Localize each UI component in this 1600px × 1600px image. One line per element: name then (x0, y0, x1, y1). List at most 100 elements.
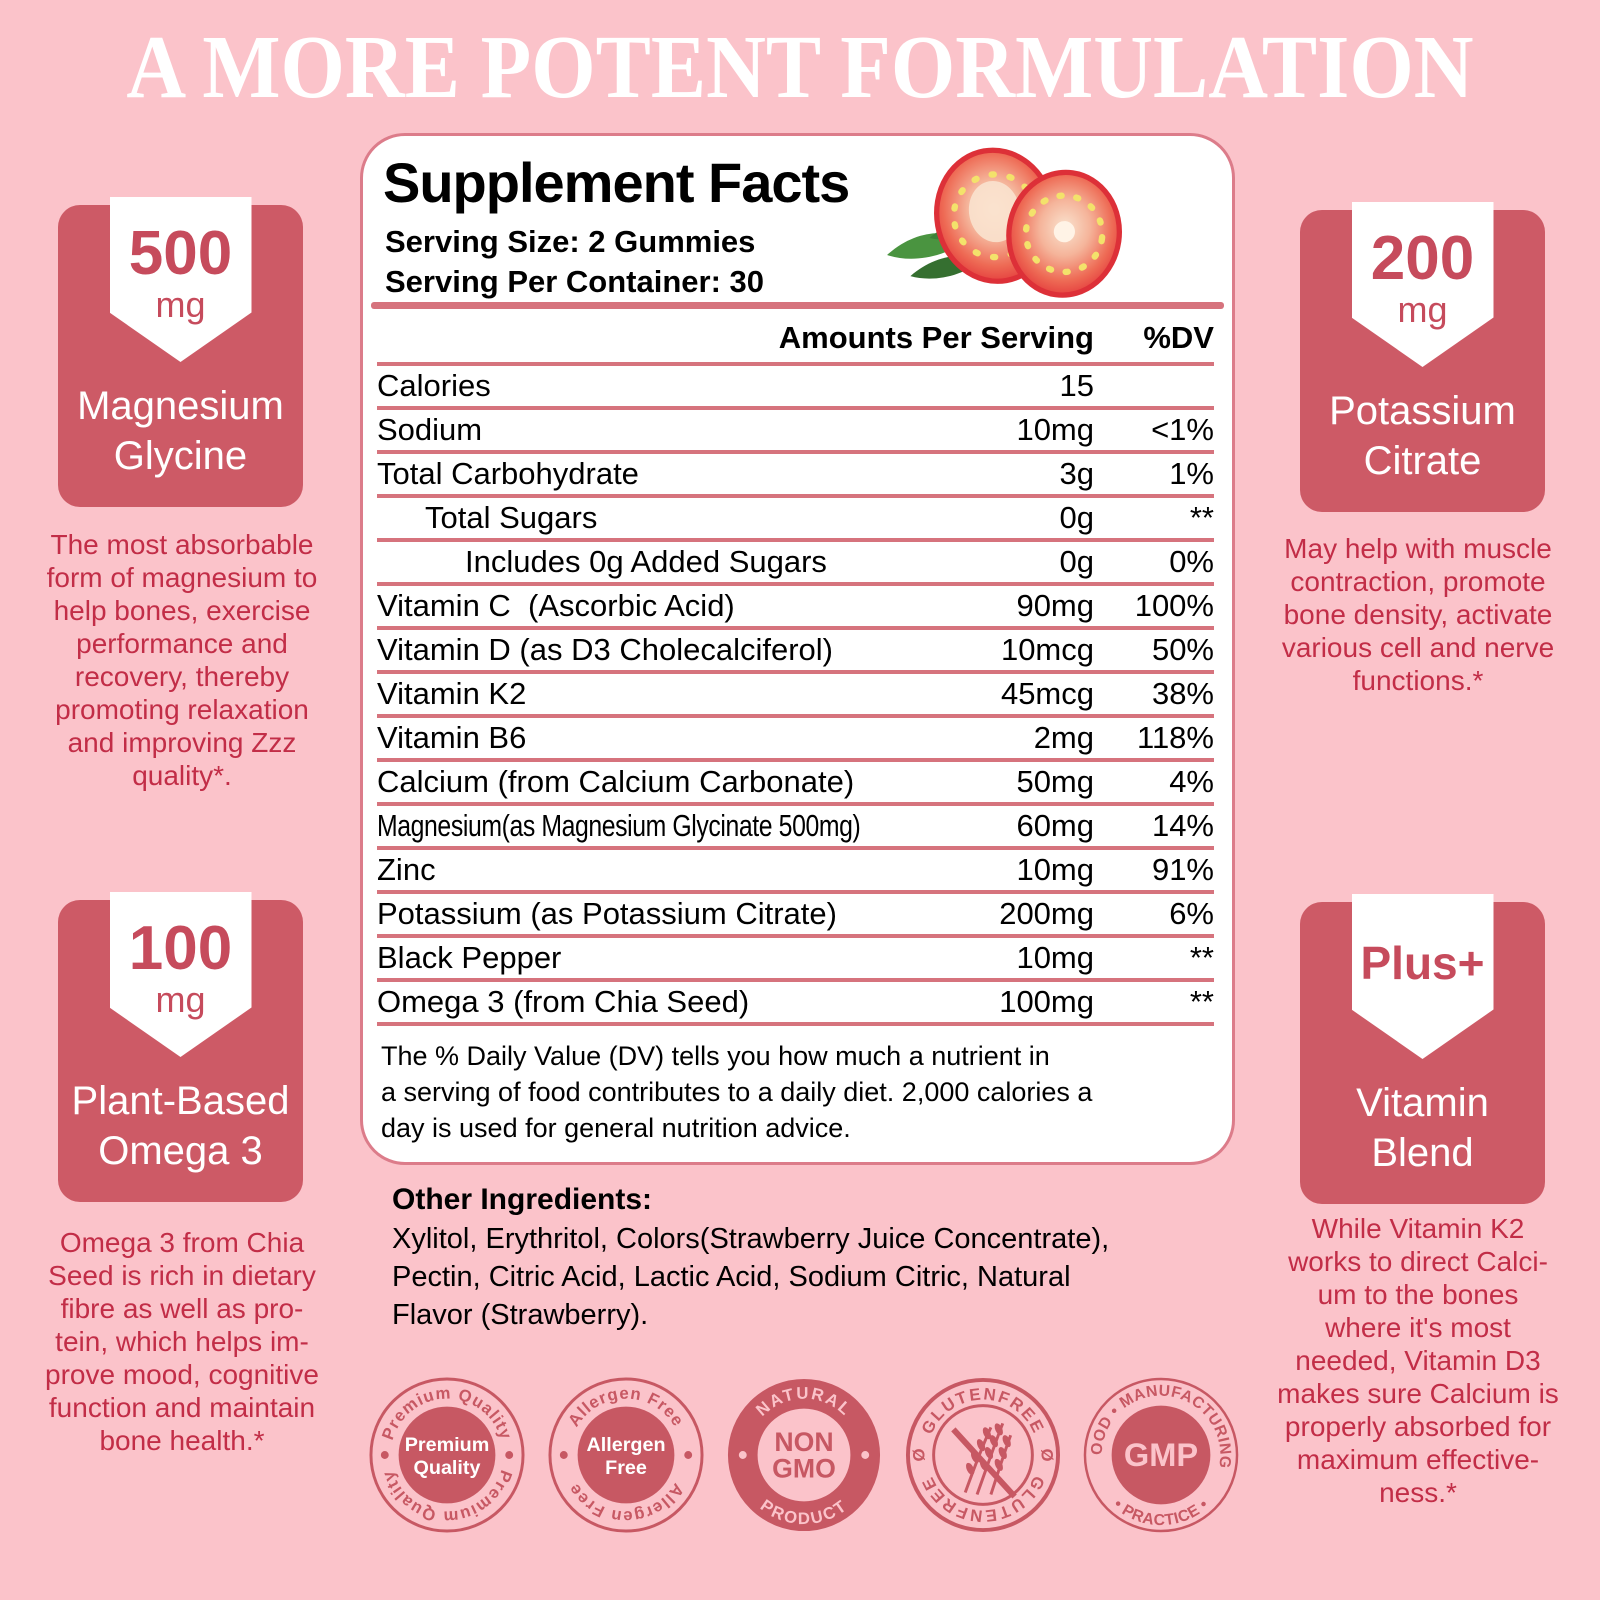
badge-gluten-free: GLUTENFREE GLUTENFREE Ø Ø (904, 1376, 1062, 1534)
facts-table: Calories 15 Sodium 10mg <1% Total Carbohydrat… (377, 362, 1214, 1026)
page-title: A MORE POTENT FORMULATION (126, 18, 1474, 117)
facts-row: Omega 3 (from Chia Seed) 100mg ** (377, 978, 1214, 1026)
serving-size: Serving Size: 2 Gummies (385, 224, 756, 259)
card-title: Plant-Based Omega 3 (71, 1079, 290, 1173)
nutrient-amount: 2mg (1033, 720, 1094, 755)
nutrient-amount: 60mg (1016, 808, 1094, 843)
nutrient-amount: 0g (1059, 500, 1094, 535)
nutrient-dv: 14% (1151, 808, 1214, 843)
nutrient-label: Sodium (377, 412, 483, 447)
svg-text:GMP: GMP (1124, 1437, 1198, 1473)
svg-text:GMO: GMO (772, 1454, 836, 1484)
pennant-ribbon: 200 mg (1351, 202, 1494, 367)
nutrient-dv: ** (1189, 500, 1214, 535)
nutrient-amount: 10mg (1016, 852, 1094, 887)
nutrient-label: Total Sugars (425, 500, 598, 535)
facts-row: Black Pepper 10mg ** (377, 934, 1214, 978)
nutrient-label: Omega 3 (from Chia Seed) (377, 984, 750, 1019)
facts-row: Vitamin D (as D3 Cholecalciferol) 10mcg 50… (377, 626, 1214, 670)
nutrient-amount: 10mcg (1000, 632, 1094, 667)
pennant-ribbon: 500 mg (109, 197, 252, 362)
facts-row: Vitamin C (Ascorbic Acid) 90mg 100% (377, 582, 1214, 626)
facts-row: Potassium (as Potassium Citrate) 200mg 6% (377, 890, 1214, 934)
header-divider (371, 302, 1224, 309)
nutrient-dv: 100% (1134, 588, 1214, 623)
card-title: Magnesium Glycine (77, 384, 284, 478)
dv-footnote: The % Daily Value (DV) tells you how muc… (381, 1041, 1093, 1143)
nutrient-label: Zinc (377, 852, 436, 887)
facts-row: Vitamin B6 2mg 118% (377, 714, 1214, 758)
card-magnesium-glycine: 500 mg Magnesium Glycine (58, 197, 303, 507)
nutrient-label: Vitamin B6 (377, 720, 527, 755)
facts-row: Vitamin K2 45mcg 38% (377, 670, 1214, 714)
serving-per-container: Serving Per Container: 30 (385, 264, 765, 299)
facts-row: Total Carbohydrate 3g 1% (377, 450, 1214, 494)
table-header: Amounts Per Serving %DV (377, 314, 1214, 362)
card-title: Potassium Citrate (1329, 389, 1516, 483)
facts-row: Sodium 10mg <1% (377, 406, 1214, 450)
facts-row: Calcium (from Calcium Carbonate) 50mg 4% (377, 758, 1214, 802)
other-ingredients: Other Ingredients: Xylitol, Erythritol, … (392, 1180, 1109, 1334)
svg-text:Allergen: Allergen (586, 1434, 665, 1456)
facts-row: Total Sugars 0g ** (377, 494, 1214, 538)
svg-text:Ø: Ø (1037, 1448, 1056, 1461)
nutrient-label: Potassium (as Potassium Citrate) (377, 896, 837, 931)
nutrient-amount: 200mg (999, 896, 1094, 931)
facts-row: Zinc 10mg 91% (377, 846, 1214, 890)
badge-non-gmo: NATURAL PRODUCT NON GMO (725, 1376, 883, 1534)
dosage-value: 200 (1370, 224, 1475, 293)
strawberry-image (887, 147, 1123, 298)
nutrient-dv: <1% (1151, 412, 1214, 447)
svg-text:Premium: Premium (405, 1434, 490, 1456)
nutrient-amount: 3g (1059, 456, 1094, 491)
card-plant-based-omega3: 100 mg Plant-Based Omega 3 (58, 892, 303, 1202)
badge-premium-quality: Premium Quality Premium Quality Premium Qua… (368, 1376, 526, 1534)
nutrient-amount: 15 (1059, 368, 1094, 403)
nutrient-dv: 118% (1137, 720, 1214, 755)
badge-gmp: GOOD • MANUFACTURING• PRACTICE •GMP (1076, 1363, 1240, 1534)
card-vitamin-blend: Plus+ Vitamin Blend (1300, 894, 1545, 1204)
nutrient-label: Magnesium(as Magnesium Glycinate 500mg) (377, 808, 861, 843)
svg-text:NON: NON (774, 1427, 833, 1457)
nutrient-amount: 50mg (1016, 764, 1094, 799)
nutrient-amount: 10mg (1016, 412, 1094, 447)
card-potassium-citrate: 200 mg Potassium Citrate (1300, 202, 1545, 512)
nutrient-dv: 4% (1169, 764, 1214, 799)
nutrient-label: Calcium (from Calcium Carbonate) (377, 764, 855, 799)
strawberry-slice-front (1006, 169, 1123, 298)
nutrient-dv: 6% (1169, 896, 1214, 931)
nutrient-dv: 1% (1169, 456, 1214, 491)
svg-text:Quality: Quality (414, 1457, 481, 1479)
nutrient-amount: 100mg (999, 984, 1094, 1019)
card-title: Vitamin Blend (1356, 1081, 1489, 1175)
dosage-unit: mg (155, 979, 206, 1020)
svg-text:Ø: Ø (909, 1448, 928, 1461)
nutrient-label: Total Carbohydrate (377, 456, 639, 491)
dosage-value: 100 (128, 914, 233, 983)
other-ingredients-list: Xylitol, Erythritol, Colors(Strawberry J… (392, 1223, 1110, 1331)
nutrient-label: Vitamin D (as D3 Cholecalciferol) (377, 632, 833, 667)
nutrient-dv: ** (1189, 940, 1214, 975)
facts-row: Magnesium(as Magnesium Glycinate 500mg) 6… (377, 802, 1214, 846)
other-ingredients-heading: Other Ingredients: (392, 1183, 653, 1216)
pennant-ribbon: 100 mg (109, 892, 252, 1057)
dosage-value: 500 (128, 219, 233, 288)
pennant-ribbon: Plus+ (1351, 894, 1494, 1059)
nutrient-label: Vitamin C (Ascorbic Acid) (377, 588, 735, 623)
nutrient-amount: 0g (1059, 544, 1094, 579)
magnesium-description: The most absorbable form of magnesium to h… (46, 529, 318, 791)
column-amounts-per-serving: Amounts Per Serving (778, 320, 1094, 355)
nutrient-label: Vitamin K2 (377, 676, 527, 711)
nutrient-dv: 91% (1151, 852, 1214, 887)
nutrient-label: Includes 0g Added Sugars (465, 544, 827, 579)
badge-allergen-free: Allergen Free Allergen Free Allergen Free (547, 1376, 705, 1534)
column-dv: %DV (1143, 320, 1214, 355)
svg-text:Free: Free (605, 1457, 647, 1479)
supplement-facts-panel: Supplement Facts Serving Size: 2 Gummies… (360, 133, 1235, 1165)
nutrient-label: Calories (377, 368, 491, 403)
omega3-description: Omega 3 from Chia Seed is rich in dietary… (45, 1227, 319, 1456)
nutrient-label: Black Pepper (377, 940, 562, 975)
nutrient-dv: ** (1189, 984, 1214, 1019)
nutrient-dv: 50% (1151, 632, 1214, 667)
panel-heading: Supplement Facts (383, 151, 850, 214)
